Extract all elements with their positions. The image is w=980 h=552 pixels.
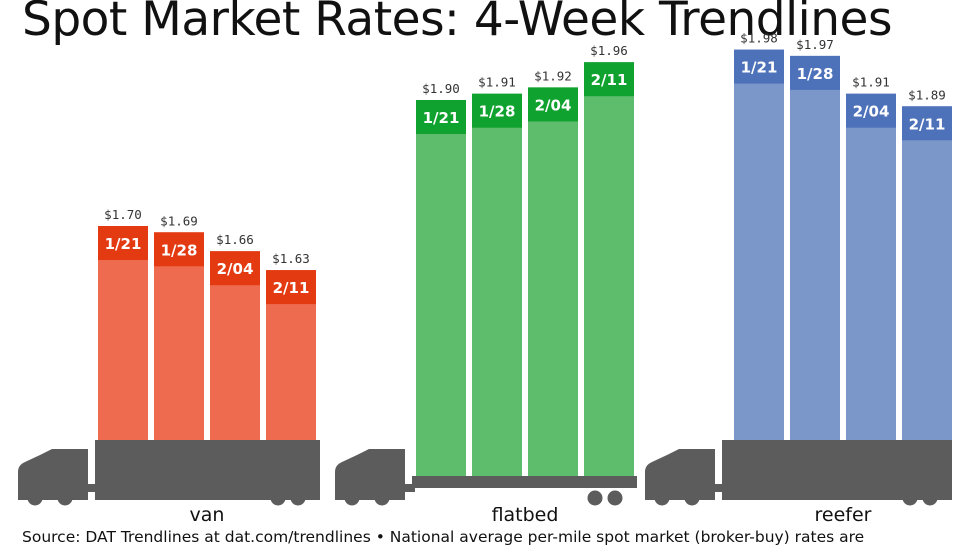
reefer-bar [846, 93, 896, 440]
van-value-label: $1.69 [160, 213, 198, 228]
reefer-bar-band [846, 93, 896, 128]
flatbed-truck-cab-icon [335, 449, 405, 500]
reefer-bar [790, 55, 840, 441]
flatbed-bar [528, 87, 578, 477]
van-value-label: $1.70 [104, 207, 142, 222]
van-date-label: 1/28 [161, 241, 198, 259]
flatbed-date-label: 2/11 [591, 71, 628, 89]
reefer-bar [734, 49, 784, 440]
reefer-group-label: reefer [815, 504, 872, 526]
reefer-truck-wheel-icon [684, 490, 700, 506]
van-date-label: 2/11 [273, 279, 310, 297]
van-bar [154, 232, 204, 440]
bar-chart: 1/21 $1.70 1/28 $1.69 2/04 $1.66 2/11 $1.63 van 1… [18, 31, 952, 526]
reefer-value-label: $1.89 [908, 87, 946, 102]
flatbed-value-label: $1.91 [478, 75, 516, 90]
van-truck-wheel-icon [270, 490, 286, 506]
flatbed-date-label: 1/28 [479, 103, 516, 121]
flatbed-bar-band [472, 93, 522, 128]
van-truck-wheel-icon [290, 490, 306, 506]
flatbed-value-label: $1.96 [590, 43, 628, 58]
flatbed-bar [584, 62, 634, 476]
reefer-bar [902, 106, 952, 441]
flatbed-value-label: $1.90 [422, 81, 460, 96]
flatbed-bar [472, 93, 522, 476]
reefer-truck-cab-icon [645, 449, 715, 500]
reefer-date-label: 2/11 [909, 115, 946, 133]
van-date-label: 2/04 [217, 260, 254, 278]
reefer-truck-wheel-icon [654, 490, 670, 506]
reefer-truck-wheel-icon [922, 490, 938, 506]
reefer-date-label: 2/04 [853, 103, 890, 121]
van-group-label: van [190, 504, 225, 526]
flatbed-bar-band [584, 62, 634, 97]
reefer-truck-hitch [715, 484, 725, 492]
van-bar-band [210, 251, 260, 286]
van-truck-wheel-icon [57, 490, 73, 506]
van-value-label: $1.63 [272, 251, 310, 266]
reefer-value-label: $1.97 [796, 37, 834, 52]
van-bar-band [98, 226, 148, 260]
chart-title: Spot Market Rates: 4-Week Trendlines [22, 0, 892, 47]
flatbed-bar-band [528, 87, 578, 122]
flatbed-date-label: 1/21 [423, 109, 460, 127]
source-note: Source: DAT Trendlines at dat.com/trendl… [22, 528, 865, 546]
flatbed-truck-hitch [405, 484, 415, 492]
reefer-date-label: 1/28 [797, 65, 834, 83]
reefer-date-label: 1/21 [741, 59, 778, 77]
van-trailer [95, 440, 320, 500]
flatbed-truck-wheel-icon [344, 490, 360, 506]
reefer-value-label: $1.98 [740, 31, 778, 46]
flatbed-truck-wheel-icon [587, 490, 603, 506]
flatbed-truck-wheel-icon [374, 490, 390, 506]
flatbed-value-label: $1.92 [534, 68, 572, 83]
van-value-label: $1.66 [216, 232, 254, 247]
flatbed-bar-band [416, 100, 466, 134]
flatbed-trailer [412, 476, 637, 488]
flatbed-truck-wheel-icon [607, 490, 623, 506]
reefer-value-label: $1.91 [852, 75, 890, 90]
reefer-truck-wheel-icon [902, 490, 918, 506]
flatbed-date-label: 2/04 [535, 96, 572, 114]
reefer-trailer [722, 440, 952, 500]
flatbed-bar [416, 100, 466, 476]
van-bar [98, 226, 148, 440]
flatbed-group-label: flatbed [492, 504, 559, 526]
reefer-bar-band [790, 55, 840, 90]
van-truck-cab-icon [18, 449, 88, 500]
reefer-bar-band [734, 49, 784, 84]
van-bar-band [266, 270, 316, 305]
van-truck-wheel-icon [27, 490, 43, 506]
reefer-bar-band [902, 106, 952, 141]
van-bar-band [154, 232, 204, 267]
van-truck-hitch [88, 484, 98, 492]
van-date-label: 1/21 [105, 235, 142, 253]
